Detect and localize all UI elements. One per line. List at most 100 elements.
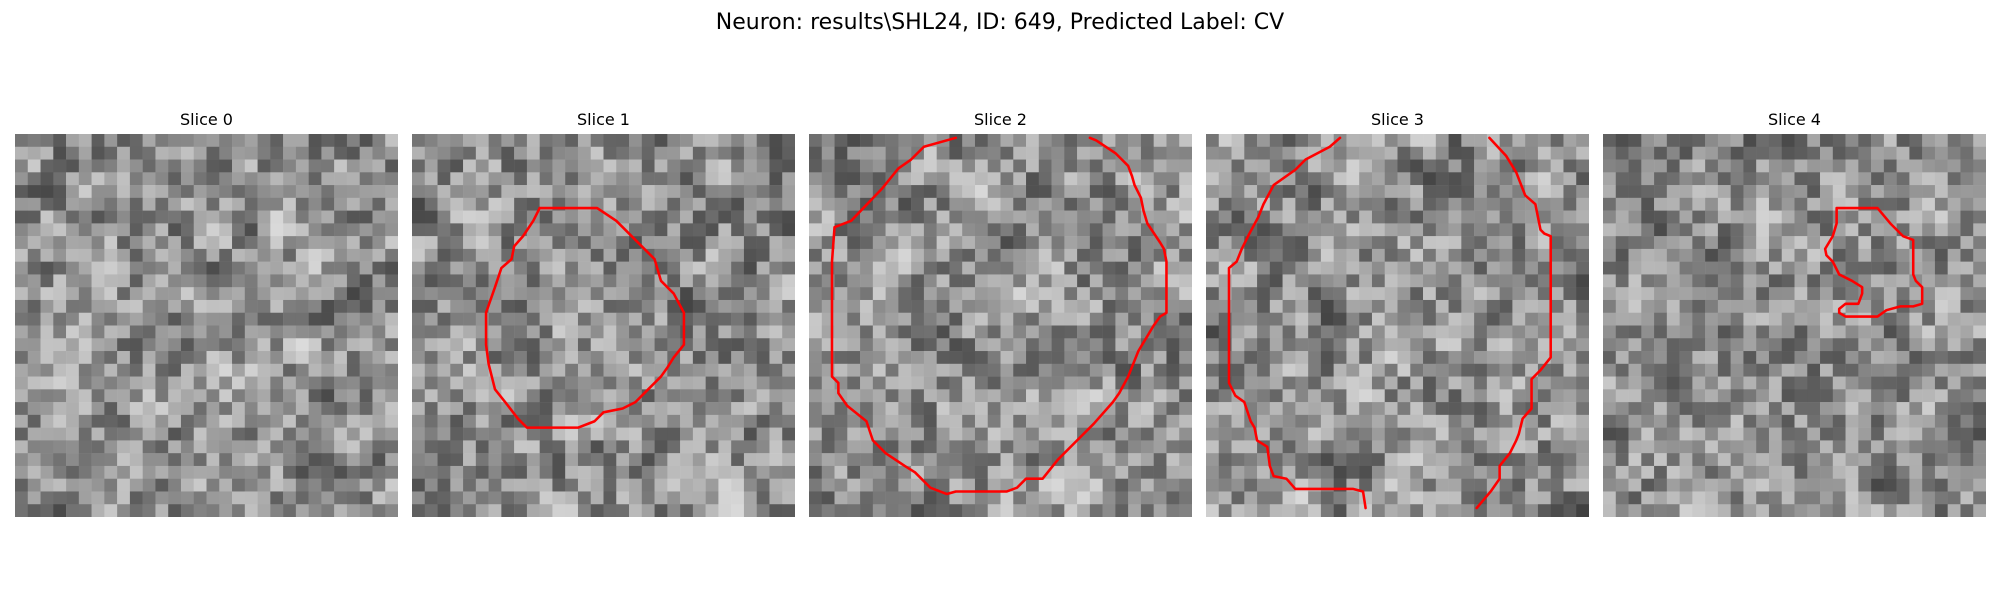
pixel-cell [1461,389,1474,402]
pixel-cell [1629,389,1642,402]
pixel-cell [321,364,334,377]
pixel-cell [92,287,105,300]
pixel-cell [1436,236,1449,249]
pixel-cell [283,185,296,198]
pixel-cell [1858,364,1871,377]
pixel-cell [41,262,54,275]
pixel-cell [245,249,258,262]
pixel-cell [731,377,744,390]
pixel-cell [1718,185,1731,198]
pixel-cell [911,377,924,390]
pixel-cell [104,313,117,326]
pixel-cell [1718,440,1731,453]
pixel-cell [258,364,271,377]
pixel-cell [15,211,28,224]
pixel-cell [1141,249,1154,262]
pixel-cell [1295,389,1308,402]
pixel-cell [744,160,757,173]
pixel-cell [680,466,693,479]
pixel-cell [438,440,451,453]
pixel-cell [463,504,476,517]
pixel-cell [28,236,41,249]
pixel-cell [873,491,886,504]
pixel-cell [92,236,105,249]
pixel-cell [41,326,54,339]
pixel-cell [1525,147,1538,160]
pixel-cell [1692,134,1705,147]
pixel-cell [28,185,41,198]
pixel-cell [744,287,757,300]
pixel-cell [232,491,245,504]
pixel-cell [1769,440,1782,453]
pixel-cell [1270,198,1283,211]
pixel-cell [207,236,220,249]
pixel-cell [1871,249,1884,262]
pixel-cell [1525,491,1538,504]
pixel-cell [1897,389,1910,402]
pixel-cell [53,134,66,147]
pixel-cell [1576,428,1589,441]
pixel-cell [578,249,591,262]
pixel-cell [1820,134,1833,147]
pixel-cell [731,364,744,377]
pixel-cell [450,364,463,377]
pixel-cell [1960,172,1973,185]
pixel-cell [1385,415,1398,428]
pixel-cell [962,466,975,479]
pixel-cell [1232,338,1245,351]
pixel-cell [412,466,425,479]
pixel-cell [1525,300,1538,313]
pixel-cell [489,428,502,441]
pixel-cell [283,479,296,492]
pixel-cell [296,415,309,428]
pixel-cell [1232,364,1245,377]
pixel-cell [360,160,373,173]
pixel-cell [1846,428,1859,441]
pixel-cell [155,274,168,287]
pixel-cell [1039,134,1052,147]
pixel-cell [565,364,578,377]
pixel-cell [886,262,899,275]
pixel-cell [1948,364,1961,377]
pixel-cell [1474,287,1487,300]
pixel-cell [1667,185,1680,198]
pixel-cell [1909,287,1922,300]
pixel-cell [962,185,975,198]
pixel-cell [604,351,617,364]
pixel-cell [552,479,565,492]
pixel-cell [718,338,731,351]
pixel-cell [540,160,553,173]
pixel-cell [847,160,860,173]
pixel-cell [1206,211,1219,224]
pixel-cell [1423,249,1436,262]
pixel-cell [155,351,168,364]
pixel-cell [565,249,578,262]
pixel-cell [1654,185,1667,198]
pixel-cell [1667,223,1680,236]
pixel-cell [1334,377,1347,390]
pixel-cell [1166,185,1179,198]
pixel-cell [53,185,66,198]
pixel-cell [706,479,719,492]
pixel-cell [1973,491,1986,504]
pixel-cell [1295,262,1308,275]
pixel-cell [1410,134,1423,147]
pixel-cell [41,223,54,236]
pixel-cell [181,300,194,313]
pixel-cell [1128,428,1141,441]
pixel-cell [1603,402,1616,415]
pixel-cell [104,389,117,402]
pixel-cell [680,287,693,300]
pixel-cell [1128,479,1141,492]
pixel-cell [962,211,975,224]
pixel-cell [1718,160,1731,173]
pixel-cell [835,364,848,377]
pixel-cell [1179,377,1192,390]
pixel-cell [860,134,873,147]
pixel-cell [1398,479,1411,492]
pixel-cell [1922,274,1935,287]
pixel-cell [1833,172,1846,185]
pixel-cell [1629,440,1642,453]
pixel-cell [1244,262,1257,275]
pixel-cell [835,274,848,287]
